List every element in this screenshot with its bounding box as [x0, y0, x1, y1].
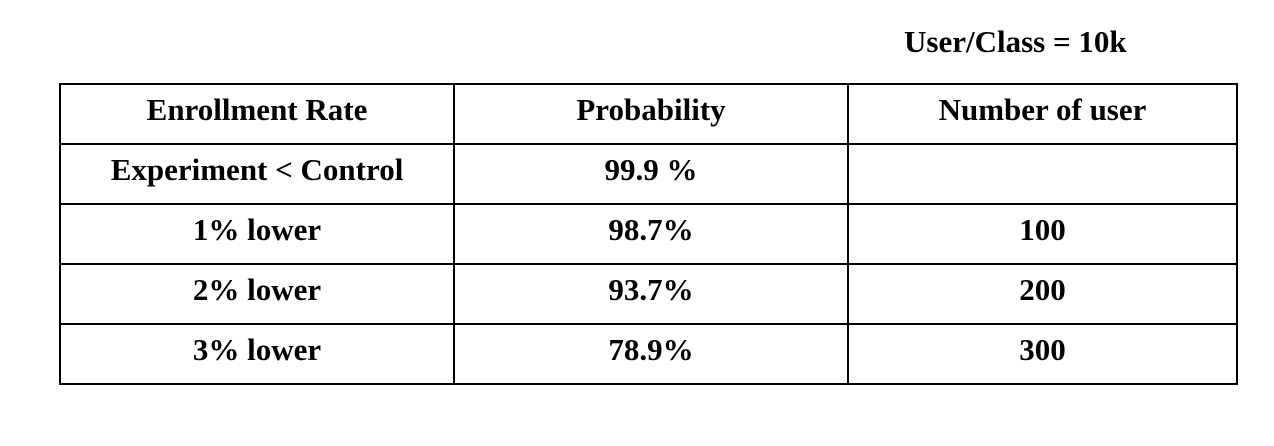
header-row: Enrollment Rate Probability Number of us… — [59, 83, 1238, 145]
cell-number-of-user: 200 — [847, 263, 1238, 325]
cell-enrollment-rate: Experiment < Control — [59, 143, 455, 205]
cell-probability: 98.7% — [453, 203, 849, 265]
cell-enrollment-rate: 2% lower — [59, 263, 455, 325]
table-row: 2% lower 93.7% 200 — [59, 263, 1238, 325]
header-enrollment-rate: Enrollment Rate — [59, 83, 455, 145]
cell-number-of-user — [847, 143, 1238, 205]
header-number-of-user: Number of user — [847, 83, 1238, 145]
header-probability: Probability — [453, 83, 849, 145]
cell-number-of-user: 300 — [847, 323, 1238, 385]
cell-enrollment-rate: 3% lower — [59, 323, 455, 385]
cell-probability: 99.9 % — [453, 143, 849, 205]
cell-probability: 78.9% — [453, 323, 849, 385]
cell-enrollment-rate: 1% lower — [59, 203, 455, 265]
table-row: 3% lower 78.9% 300 — [59, 323, 1238, 385]
table-row: 1% lower 98.7% 100 — [59, 203, 1238, 265]
results-table: Enrollment Rate Probability Number of us… — [59, 83, 1238, 385]
cell-number-of-user: 100 — [847, 203, 1238, 265]
table-caption: User/Class = 10k — [904, 24, 1127, 59]
cell-probability: 93.7% — [453, 263, 849, 325]
table-row: Experiment < Control 99.9 % — [59, 143, 1238, 205]
